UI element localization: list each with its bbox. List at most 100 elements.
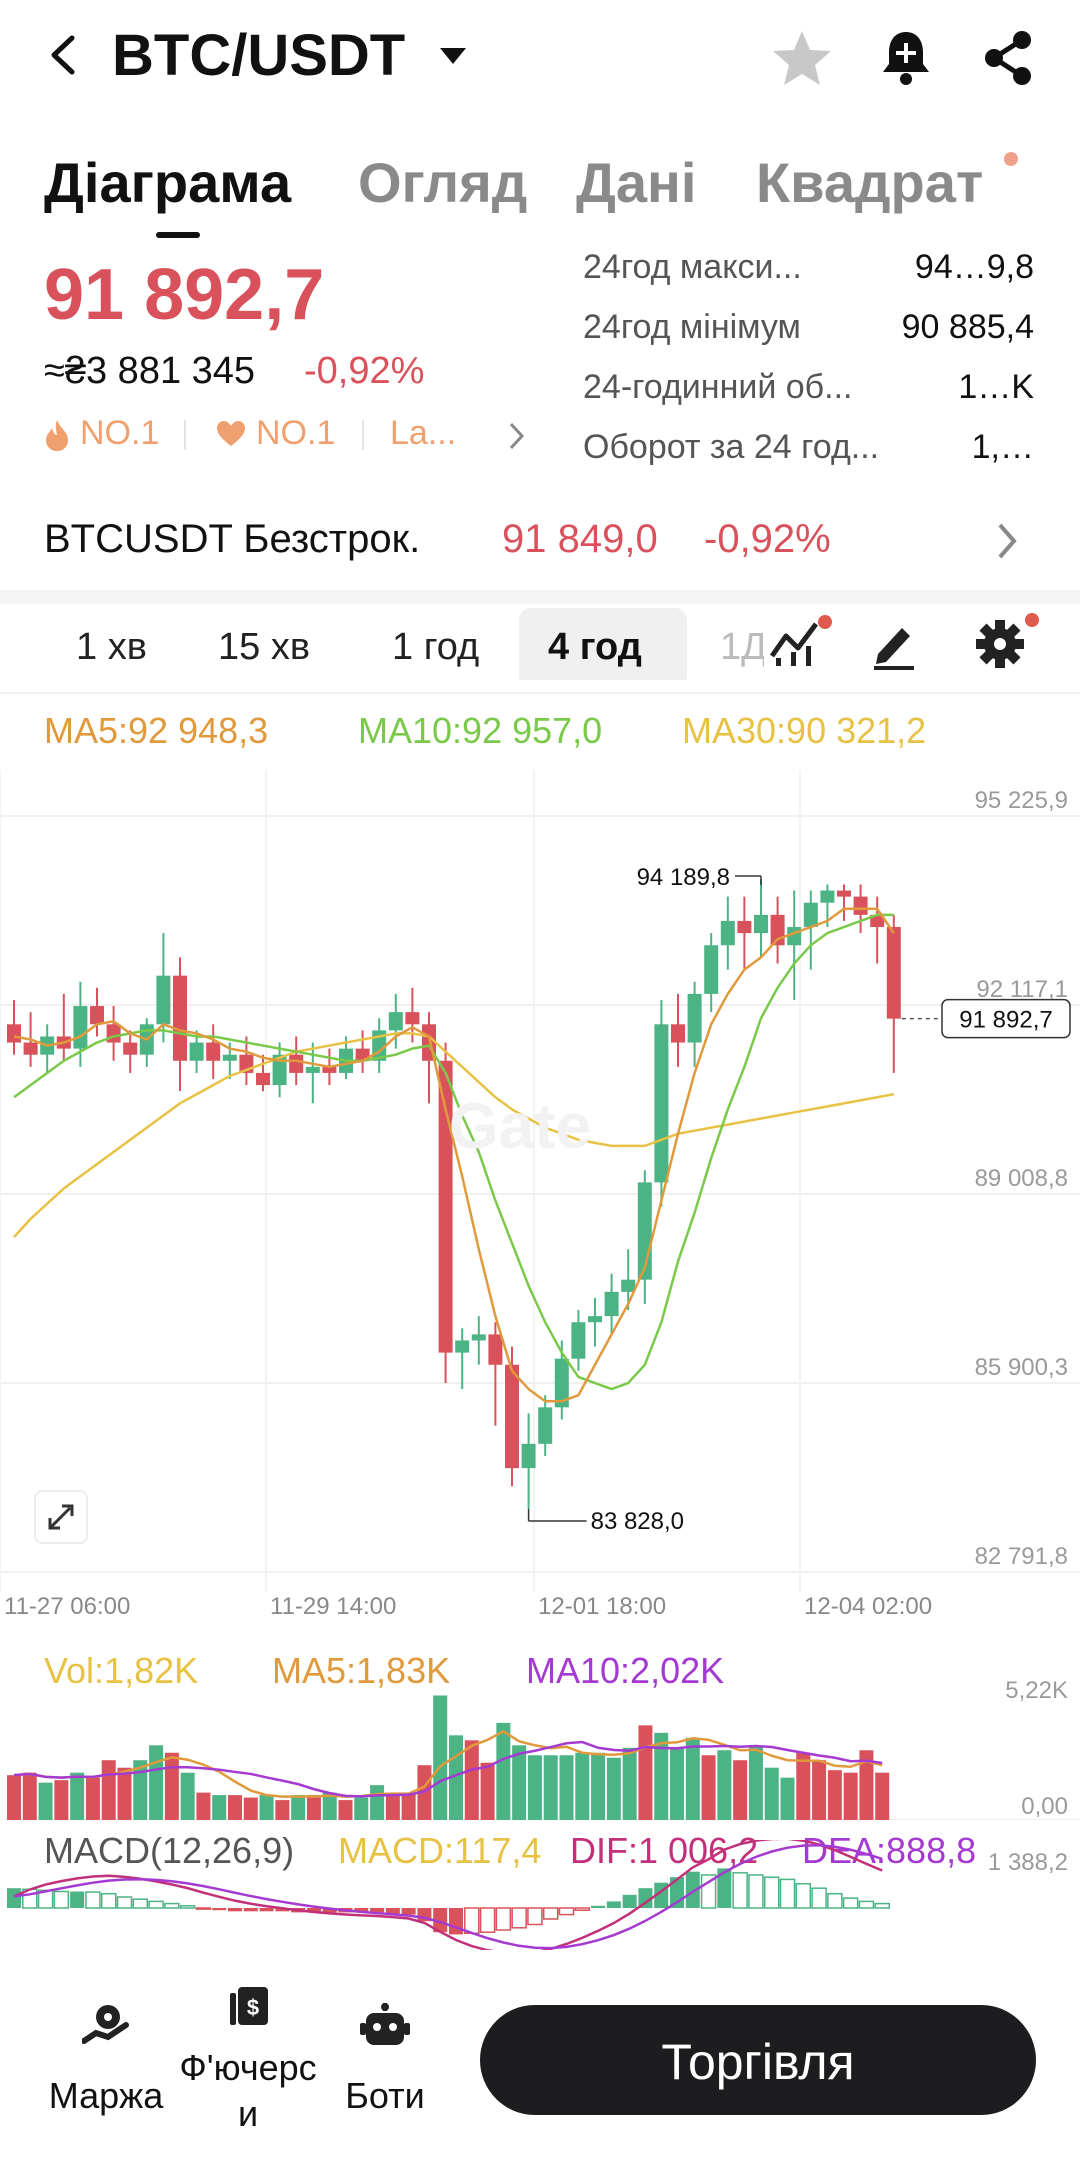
x-axis-label: 12-04 02:00 xyxy=(804,1593,932,1620)
volume-bar xyxy=(733,1760,748,1820)
volume-bar xyxy=(149,1745,164,1820)
current-price-box xyxy=(941,998,1071,1039)
macd-histogram-bar xyxy=(779,1878,796,1909)
current-price-label: 91 892,7 xyxy=(959,1007,1052,1034)
candle-body xyxy=(23,1042,38,1055)
fullscreen-button[interactable] xyxy=(34,1490,88,1544)
candle-body xyxy=(405,1012,420,1025)
candle-body xyxy=(621,1279,636,1292)
macd-histogram-bar xyxy=(606,1901,621,1908)
macd-chart: 1 388,2 xyxy=(7,1840,1068,1950)
candle-body xyxy=(256,1072,270,1086)
volume-bar xyxy=(180,1772,195,1820)
volume-bar xyxy=(606,1757,621,1820)
draw-icon[interactable] xyxy=(868,614,924,670)
volume-bar xyxy=(22,1772,37,1820)
candle-body xyxy=(455,1340,470,1353)
candle-body xyxy=(7,1024,21,1043)
stat-value-low: 90 885,4 xyxy=(901,308,1034,346)
bell-add-icon[interactable] xyxy=(878,28,934,88)
volume-bar xyxy=(717,1750,732,1820)
volume-bar xyxy=(401,1792,416,1820)
macd-histogram-bar xyxy=(763,1876,780,1909)
macd-histogram-bar xyxy=(212,1908,227,1911)
tab-data[interactable]: Дані xyxy=(576,151,697,214)
chevron-right-icon xyxy=(506,420,526,452)
volume-bar xyxy=(480,1762,495,1820)
stat-label-volume: 24-годинний об... xyxy=(583,368,853,406)
macd-histogram-bar xyxy=(511,1907,527,1929)
margin-button[interactable]: Маржа xyxy=(36,2003,176,2133)
volume-bar xyxy=(7,1775,21,1820)
macd-histogram-bar xyxy=(275,1908,290,1912)
divider xyxy=(0,692,1080,694)
timeframe-1m[interactable]: 1 хв xyxy=(76,626,147,668)
volume-bar xyxy=(875,1772,890,1820)
futures-icon: $ xyxy=(226,1985,272,2031)
volume-axis-bottom: 0,00 xyxy=(1021,1793,1068,1820)
candlestick-chart[interactable]: 95 225,9 92 117,1 89 008,8 85 900,3 82 791,8… xyxy=(0,770,1080,1620)
timeframe-1d[interactable]: 1Д xyxy=(720,626,767,668)
macd-histogram-bar xyxy=(433,1908,448,1933)
trade-button-label: Торгівля xyxy=(661,2034,855,2090)
last-price: 91 892,7 xyxy=(44,255,325,335)
candle-body xyxy=(90,1006,104,1025)
margin-label: Маржа xyxy=(48,2075,164,2116)
stat-value-volume: 1…K xyxy=(958,368,1034,406)
svg-text:$: $ xyxy=(247,1995,259,2020)
tab-overview[interactable]: Огляд xyxy=(358,151,528,214)
dropdown-caret-icon[interactable] xyxy=(438,44,468,68)
timeframe-4h[interactable]: 4 год xyxy=(548,626,642,668)
macd-legend-dea: DEA:888,8 xyxy=(802,1830,977,1871)
timeframe-1h[interactable]: 1 год xyxy=(392,626,480,668)
volume-bar xyxy=(748,1745,763,1820)
volume-bar xyxy=(70,1772,85,1820)
rank-badges[interactable]: NO.1 NO.1 La... xyxy=(44,412,534,462)
stat-value-high: 94…9,8 xyxy=(914,248,1034,286)
indicator-icon[interactable] xyxy=(764,610,834,670)
macd-histogram-bar xyxy=(479,1907,496,1933)
macd-histogram-bar xyxy=(748,1874,764,1909)
futures-label: Ф'ючерси xyxy=(179,2047,317,2134)
volume-chart: 5,22K 0,00 xyxy=(0,1677,1080,1820)
macd-histogram-bar xyxy=(795,1883,812,1909)
macd-histogram-bar xyxy=(7,1888,21,1908)
heart-icon xyxy=(216,420,246,448)
volume-bar xyxy=(622,1747,637,1820)
x-axis-label: 12-01 18:00 xyxy=(538,1593,666,1620)
perpetual-row[interactable]: BTCUSDT Безстрок. 91 849,0 -0,92% xyxy=(0,505,1080,575)
candle-body xyxy=(554,1358,569,1408)
macd-histogram-bar xyxy=(622,1894,637,1908)
macd-histogram-bar xyxy=(842,1897,859,1909)
divider xyxy=(0,590,1080,604)
macd-histogram-bar xyxy=(53,1890,70,1909)
x-axis-label: 11-29 14:00 xyxy=(270,1593,396,1620)
trade-button[interactable]: Торгівля xyxy=(480,2005,1036,2115)
timeframe-15m[interactable]: 15 хв xyxy=(218,626,311,668)
star-icon[interactable] xyxy=(770,28,834,88)
settings-gear-icon[interactable] xyxy=(970,610,1040,670)
candle-body xyxy=(156,975,171,1025)
macd-legend-name: MACD(12,26,9) xyxy=(44,1830,295,1871)
macd-histogram-bar xyxy=(132,1898,149,1909)
ma5-line xyxy=(13,907,895,1403)
candle-body xyxy=(820,890,835,903)
tab-square[interactable]: Квадрат xyxy=(756,151,984,214)
ma30-legend: MA30:90 321,2 xyxy=(682,710,927,751)
bots-button[interactable]: Боти xyxy=(320,2003,450,2133)
ma10-legend: MA10:92 957,0 xyxy=(358,710,603,751)
macd-histogram-bar xyxy=(811,1887,827,1909)
stat-label-turnover: Оборот за 24 год... xyxy=(583,428,880,466)
timeframe-bar: 1 хв 15 хв 1 год 4 год 1Д xyxy=(0,604,1080,680)
back-icon[interactable] xyxy=(40,30,90,80)
pair-title[interactable]: BTC/USDT xyxy=(112,23,406,88)
futures-button[interactable]: $ Ф'ючерси xyxy=(176,1985,320,2135)
share-icon[interactable] xyxy=(980,28,1036,88)
candle-body xyxy=(106,1024,121,1043)
macd-histogram-bar xyxy=(385,1908,400,1914)
volume-bar xyxy=(228,1795,242,1820)
candle-body xyxy=(837,890,851,897)
tab-chart[interactable]: Діаграма xyxy=(44,151,292,214)
volume-bar xyxy=(433,1695,448,1820)
candle-body xyxy=(671,1024,685,1043)
